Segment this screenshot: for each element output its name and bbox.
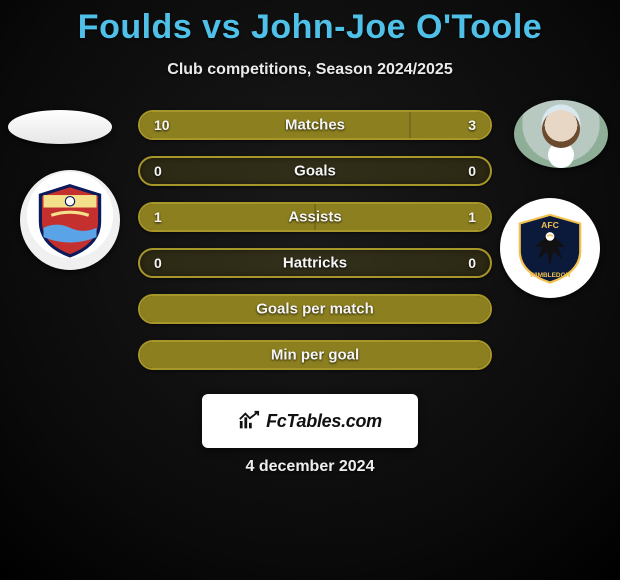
player-left-avatar: [8, 110, 112, 144]
brand-badge[interactable]: FcTables.com: [202, 394, 418, 448]
stat-fill-left: [140, 112, 410, 138]
stat-fill-left: [140, 204, 315, 230]
player-right-avatar: [514, 100, 608, 168]
stat-row: Min per goal: [138, 340, 492, 370]
svg-text:WIMBLEDON: WIMBLEDON: [530, 272, 571, 279]
stat-label: Goals: [294, 163, 336, 180]
chart-icon: [238, 410, 260, 432]
stat-value-left: 0: [154, 255, 162, 271]
stat-row: 0 0 Hattricks: [138, 248, 492, 278]
stat-fill-right: [410, 112, 491, 138]
date-text: 4 december 2024: [0, 458, 620, 476]
stat-fill-full: [140, 342, 490, 368]
club-left-crest: [20, 170, 120, 270]
club-right-crest: AFC WIMBLEDON: [500, 198, 600, 298]
stat-rows: 103Matches 0 0 Goals 11Assists 0 0 Hattricks Goa…: [138, 110, 492, 386]
subtitle: Club competitions, Season 2024/2025: [0, 61, 620, 79]
stat-row: 11Assists: [138, 202, 492, 232]
stat-row: Goals per match: [138, 294, 492, 324]
stat-fill-right: [315, 204, 490, 230]
stat-row: 0 0 Goals: [138, 156, 492, 186]
stat-value-right: 0: [468, 163, 476, 179]
stat-value-right: 0: [468, 255, 476, 271]
shield-icon: AFC WIMBLEDON: [514, 212, 586, 284]
brand-text: FcTables.com: [266, 411, 382, 432]
stat-fill-full: [140, 296, 490, 322]
page-title: Foulds vs John-Joe O'Toole: [0, 0, 620, 47]
stat-label: Hattricks: [283, 255, 347, 272]
svg-text:AFC: AFC: [541, 220, 559, 230]
comparison-card: Foulds vs John-Joe O'Toole Club competit…: [0, 0, 620, 580]
stat-value-left: 0: [154, 163, 162, 179]
stat-row: 103Matches: [138, 110, 492, 140]
shield-icon: [31, 181, 109, 259]
